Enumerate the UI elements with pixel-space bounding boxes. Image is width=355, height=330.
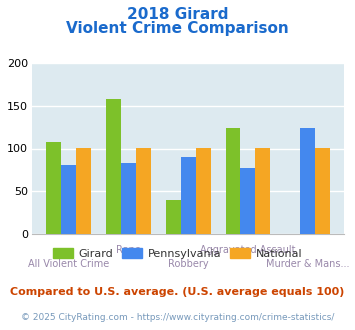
Bar [76, 148, 91, 234]
Bar [300, 128, 315, 234]
Text: © 2025 CityRating.com - https://www.cityrating.com/crime-statistics/: © 2025 CityRating.com - https://www.city… [21, 313, 334, 322]
Bar [106, 99, 121, 234]
Text: All Violent Crime: All Violent Crime [28, 259, 109, 269]
Bar [240, 168, 255, 234]
Text: Violent Crime Comparison: Violent Crime Comparison [66, 20, 289, 36]
Bar [196, 148, 211, 234]
Text: Robbery: Robbery [168, 259, 208, 269]
Text: Aggravated Assault: Aggravated Assault [200, 246, 296, 255]
Bar [121, 163, 136, 234]
Bar [225, 128, 240, 234]
Bar [315, 148, 330, 234]
Legend: Girard, Pennsylvania, National: Girard, Pennsylvania, National [48, 244, 307, 263]
Text: Rape: Rape [116, 246, 141, 255]
Text: Compared to U.S. average. (U.S. average equals 100): Compared to U.S. average. (U.S. average … [10, 287, 345, 297]
Text: 2018 Girard: 2018 Girard [127, 7, 228, 22]
Bar [46, 142, 61, 234]
Text: Murder & Mans...: Murder & Mans... [266, 259, 349, 269]
Bar [255, 148, 271, 234]
Bar [61, 165, 76, 234]
Bar [181, 157, 196, 234]
Bar [166, 200, 181, 234]
Bar [136, 148, 151, 234]
